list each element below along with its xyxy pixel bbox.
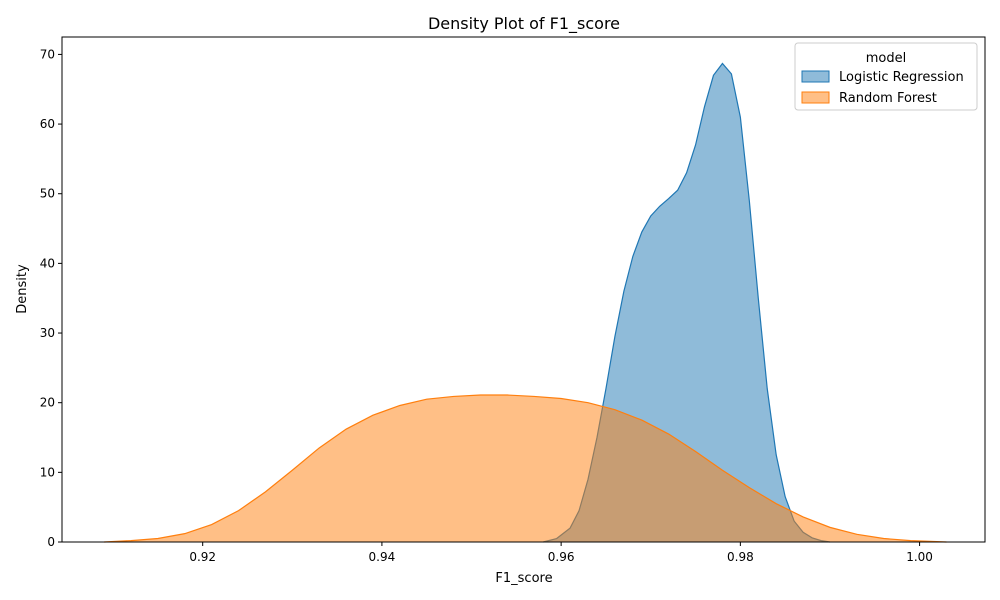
legend: model Logistic Regression Random Forest [794, 42, 978, 111]
x-axis-label: F1_score [495, 571, 552, 586]
y-tick-label: 0 [47, 535, 55, 549]
x-tick-label: 0.92 [189, 550, 216, 564]
y-tick-label: 70 [40, 47, 55, 61]
x-tick-label: 0.94 [369, 550, 396, 564]
plot-frame [61, 36, 986, 543]
legend-swatch-logistic-regression [801, 70, 830, 83]
y-tick-label: 50 [40, 187, 55, 201]
y-axis: 0 10 20 30 40 50 60 70 [40, 47, 62, 549]
density-line-random-forest [104, 394, 947, 543]
y-tick-label: 40 [40, 256, 55, 270]
x-tick-label: 0.98 [727, 550, 754, 564]
y-axis-label: Density [15, 264, 30, 314]
legend-items: Logistic Regression Random Forest [801, 70, 964, 106]
y-tick-label: 60 [40, 117, 55, 131]
legend-label-random-forest: Random Forest [839, 91, 937, 106]
density-areas [104, 62, 947, 543]
legend-title: model [866, 51, 906, 66]
y-tick-label: 20 [40, 396, 55, 410]
x-axis: 0.92 0.94 0.96 0.98 1.00 [189, 542, 933, 564]
chart-title: Density Plot of F1_score [428, 14, 620, 34]
legend-box [794, 42, 978, 111]
y-tick-label: 10 [40, 465, 55, 479]
legend-swatch-random-forest [801, 91, 830, 104]
x-tick-label: 0.96 [548, 550, 575, 564]
x-tick-label: 1.00 [906, 550, 933, 564]
density-area-random-forest [104, 395, 947, 542]
y-tick-label: 30 [40, 326, 55, 340]
legend-label-logistic-regression: Logistic Regression [839, 70, 964, 85]
